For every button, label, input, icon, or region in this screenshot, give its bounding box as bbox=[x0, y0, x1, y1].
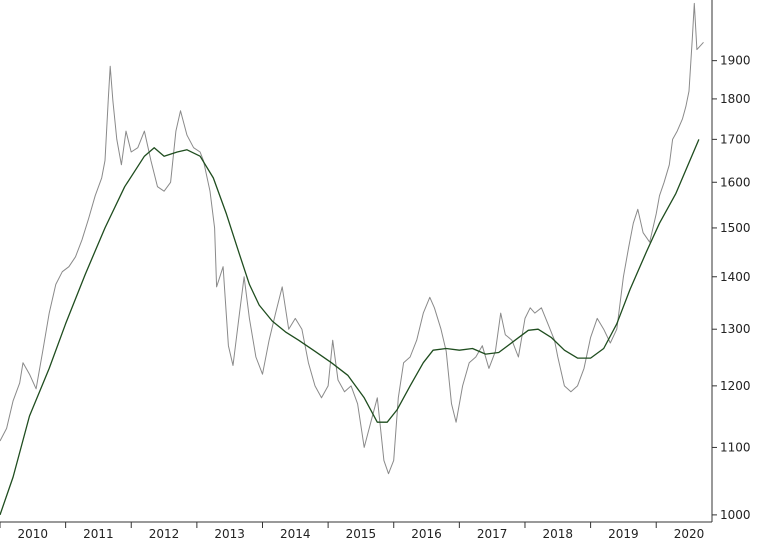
price-series-line bbox=[0, 2, 704, 475]
x-tick-label: 2017 bbox=[477, 527, 508, 541]
y-tick-label: 1000 bbox=[720, 508, 751, 522]
y-tick-label: 1100 bbox=[720, 440, 751, 454]
moving-average-line bbox=[0, 139, 700, 516]
x-tick-label: 2016 bbox=[411, 527, 442, 541]
y-tick-label: 1500 bbox=[720, 221, 751, 235]
x-tick-label: 2018 bbox=[543, 527, 574, 541]
plot-area bbox=[0, 2, 704, 516]
y-tick-label: 1600 bbox=[720, 175, 751, 189]
y-tick-label: 1300 bbox=[720, 322, 751, 336]
y-tick-label: 1400 bbox=[720, 270, 751, 284]
x-tick-label: 2019 bbox=[608, 527, 639, 541]
y-tick-label: 1700 bbox=[720, 132, 751, 146]
x-tick-label: 2020 bbox=[674, 527, 705, 541]
x-tick-label: 2012 bbox=[149, 527, 180, 541]
x-tick-label: 2014 bbox=[280, 527, 311, 541]
x-tick-label: 2015 bbox=[346, 527, 377, 541]
y-tick-label: 1200 bbox=[720, 379, 751, 393]
x-tick-label: 2010 bbox=[18, 527, 49, 541]
x-axis-ticks: 2010 2011 2012 2013 2014 2015 2016 2017 2018 2019… bbox=[0, 522, 704, 541]
x-tick-label: 2013 bbox=[214, 527, 245, 541]
y-tick-label: 1800 bbox=[720, 92, 751, 106]
y-axis-ticks: 1000 1100 1200 1300 1400 1500 1600 1700 1800 1900 bbox=[712, 54, 751, 522]
y-tick-label: 1900 bbox=[720, 54, 751, 68]
x-tick-label: 2011 bbox=[83, 527, 114, 541]
